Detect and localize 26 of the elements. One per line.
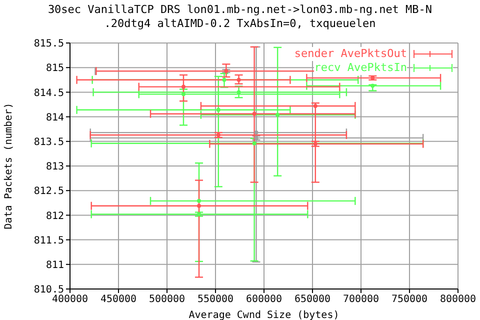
- y-axis-title: Data Packets (number): [4, 102, 15, 230]
- chart-subtitle: .20dtg4 altAIMD-0.2 TxAbsIn=0, txqueuelen: [103, 17, 377, 30]
- y-tick-label: 813.5: [34, 136, 64, 148]
- y-tick-label: 811: [46, 260, 64, 271]
- x-tick-label: 500000: [148, 294, 186, 306]
- y-tick-label: 810.5: [34, 284, 64, 296]
- y-tick-label: 812.5: [34, 186, 64, 198]
- y-tick-label: 812: [46, 210, 64, 222]
- x-axis-title: Average Cwnd Size (bytes): [188, 310, 340, 320]
- x-tick-label: 400000: [52, 294, 88, 306]
- legend-label: sender AvePktsOut: [294, 47, 407, 61]
- x-tick-label: 450000: [100, 294, 137, 306]
- x-tick-label: 600000: [246, 294, 282, 306]
- x-tick-label: 700000: [342, 294, 380, 306]
- y-tick-label: 814: [46, 112, 64, 124]
- y-tick-label: 813: [46, 162, 64, 173]
- y-tick-label: 811.5: [34, 235, 64, 246]
- chart-title: 30sec VanillaTCP DRS lon01.mb-ng.net->lon03.mb-ng.net MB-N: [46, 3, 434, 16]
- y-tick-label: 814.5: [34, 88, 64, 99]
- y-tick-label: 815: [46, 63, 64, 74]
- legend-label: recv AvePktsIn: [314, 61, 407, 75]
- x-tick-label: 650000: [294, 294, 331, 306]
- x-tick-label: 800000: [440, 294, 476, 306]
- y-tick-label: 815.5: [34, 38, 64, 50]
- x-tick-label: 550000: [197, 294, 234, 306]
- x-tick-label: 750000: [391, 294, 428, 306]
